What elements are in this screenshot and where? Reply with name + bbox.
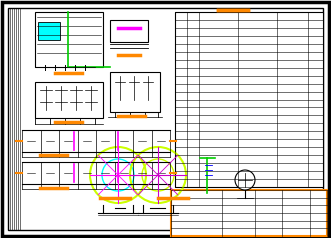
Bar [35,12,103,67]
Bar [38,22,60,40]
Circle shape [235,170,255,190]
Bar [171,190,327,236]
Bar [35,82,103,118]
Bar [110,72,160,112]
Bar [175,12,323,187]
Bar [110,20,148,42]
